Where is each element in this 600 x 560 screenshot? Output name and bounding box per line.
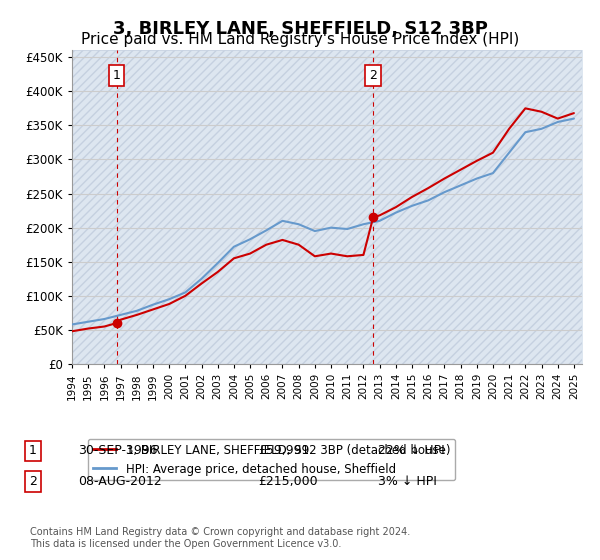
Text: 2: 2 — [369, 69, 377, 82]
Legend: 3, BIRLEY LANE, SHEFFIELD, S12 3BP (detached house), HPI: Average price, detache: 3, BIRLEY LANE, SHEFFIELD, S12 3BP (deta… — [88, 439, 455, 480]
Text: 22% ↓ HPI: 22% ↓ HPI — [378, 444, 445, 458]
Text: 2: 2 — [29, 475, 37, 488]
Text: £59,999: £59,999 — [258, 444, 310, 458]
Text: £215,000: £215,000 — [258, 475, 317, 488]
Text: 3, BIRLEY LANE, SHEFFIELD, S12 3BP: 3, BIRLEY LANE, SHEFFIELD, S12 3BP — [113, 20, 487, 38]
Text: 30-SEP-1996: 30-SEP-1996 — [78, 444, 157, 458]
Text: 08-AUG-2012: 08-AUG-2012 — [78, 475, 162, 488]
Text: 3% ↓ HPI: 3% ↓ HPI — [378, 475, 437, 488]
Text: 1: 1 — [113, 69, 121, 82]
Text: Price paid vs. HM Land Registry's House Price Index (HPI): Price paid vs. HM Land Registry's House … — [81, 32, 519, 48]
Text: 1: 1 — [29, 444, 37, 458]
Text: Contains HM Land Registry data © Crown copyright and database right 2024.
This d: Contains HM Land Registry data © Crown c… — [30, 527, 410, 549]
